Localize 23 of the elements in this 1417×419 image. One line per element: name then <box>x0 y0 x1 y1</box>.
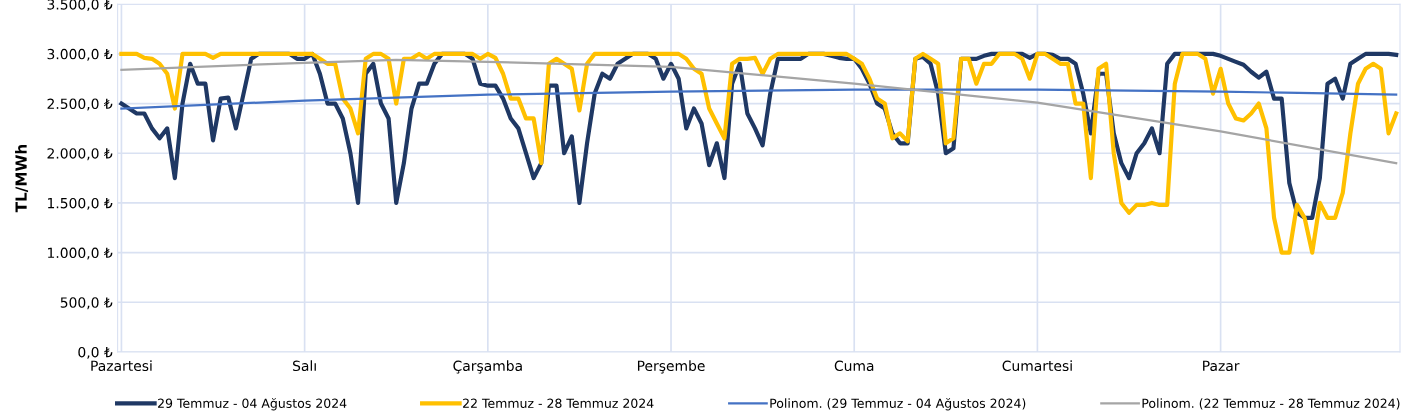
y-tick-label: 1.000,0 ₺ <box>48 247 113 260</box>
x-tick-label: Salı <box>293 360 316 372</box>
legend-label: Polinom. (29 Temmuz - 04 Ağustos 2024) <box>770 397 1026 411</box>
line-series <box>120 88 1398 110</box>
y-tick-label: 3.500,0 ₺ <box>47 0 113 12</box>
line-series <box>119 51 1399 255</box>
legend-label: 29 Temmuz - 04 Ağustos 2024 <box>158 397 347 411</box>
legend-label: Polinom. (22 Temmuz - 28 Temmuz 2024) <box>1142 398 1400 410</box>
x-tick-label: Cumartesi <box>1002 360 1072 372</box>
y-tick-label: 1.500,0 ₺ <box>48 197 113 210</box>
y-tick-label: 3.000,0 ₺ <box>47 48 113 61</box>
y-axis-title: TL/MWh <box>15 144 29 213</box>
x-tick-label: Cuma <box>834 360 874 372</box>
legend-label: 22 Temmuz - 28 Temmuz 2024 <box>463 398 654 408</box>
y-tick-label: 0,0 ₺ <box>78 346 113 359</box>
x-tick-label: Perşembe <box>637 360 705 374</box>
y-tick-label: 2.000,0 ₺ <box>47 148 113 161</box>
y-tick-label: 2.500,0 ₺ <box>47 98 113 111</box>
y-tick-label: 500,0 ₺ <box>60 297 113 310</box>
x-tick-label: Pazartesi <box>91 360 152 372</box>
x-tick-label: Pazar <box>1203 360 1240 372</box>
x-tick-label: Çarşamba <box>453 360 522 374</box>
line-series <box>120 58 1398 165</box>
